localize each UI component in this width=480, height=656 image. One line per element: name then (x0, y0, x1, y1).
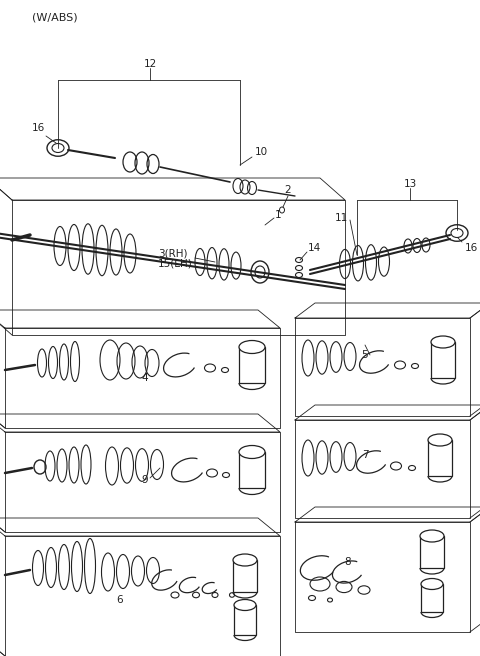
Ellipse shape (239, 445, 265, 459)
Ellipse shape (233, 554, 257, 566)
Text: 10: 10 (255, 147, 268, 157)
Text: 15(LH): 15(LH) (158, 259, 193, 269)
Text: 2: 2 (285, 185, 291, 195)
Text: 11: 11 (335, 213, 348, 223)
Ellipse shape (239, 340, 265, 354)
Text: 6: 6 (117, 595, 123, 605)
Bar (239, 347, 265, 383)
Ellipse shape (421, 579, 443, 590)
Bar (431, 342, 455, 378)
Text: 16: 16 (31, 123, 45, 133)
Ellipse shape (428, 434, 452, 446)
Bar (421, 584, 443, 612)
Bar (233, 560, 257, 592)
Text: 7: 7 (362, 450, 368, 460)
Bar (420, 536, 444, 568)
Text: 13: 13 (403, 179, 417, 189)
Text: 3(RH): 3(RH) (158, 248, 188, 258)
Text: 14: 14 (308, 243, 321, 253)
Text: 8: 8 (345, 557, 351, 567)
Text: 16: 16 (465, 243, 478, 253)
Text: (W/ABS): (W/ABS) (32, 12, 78, 22)
Text: 9: 9 (142, 475, 148, 485)
Text: 12: 12 (144, 59, 156, 69)
Text: 4: 4 (142, 373, 148, 383)
Bar (234, 605, 256, 635)
Bar (239, 452, 265, 488)
Ellipse shape (431, 336, 455, 348)
Text: 5: 5 (362, 350, 368, 360)
Text: 1: 1 (275, 210, 282, 220)
Bar (428, 440, 452, 476)
Ellipse shape (234, 600, 256, 611)
Ellipse shape (420, 530, 444, 542)
